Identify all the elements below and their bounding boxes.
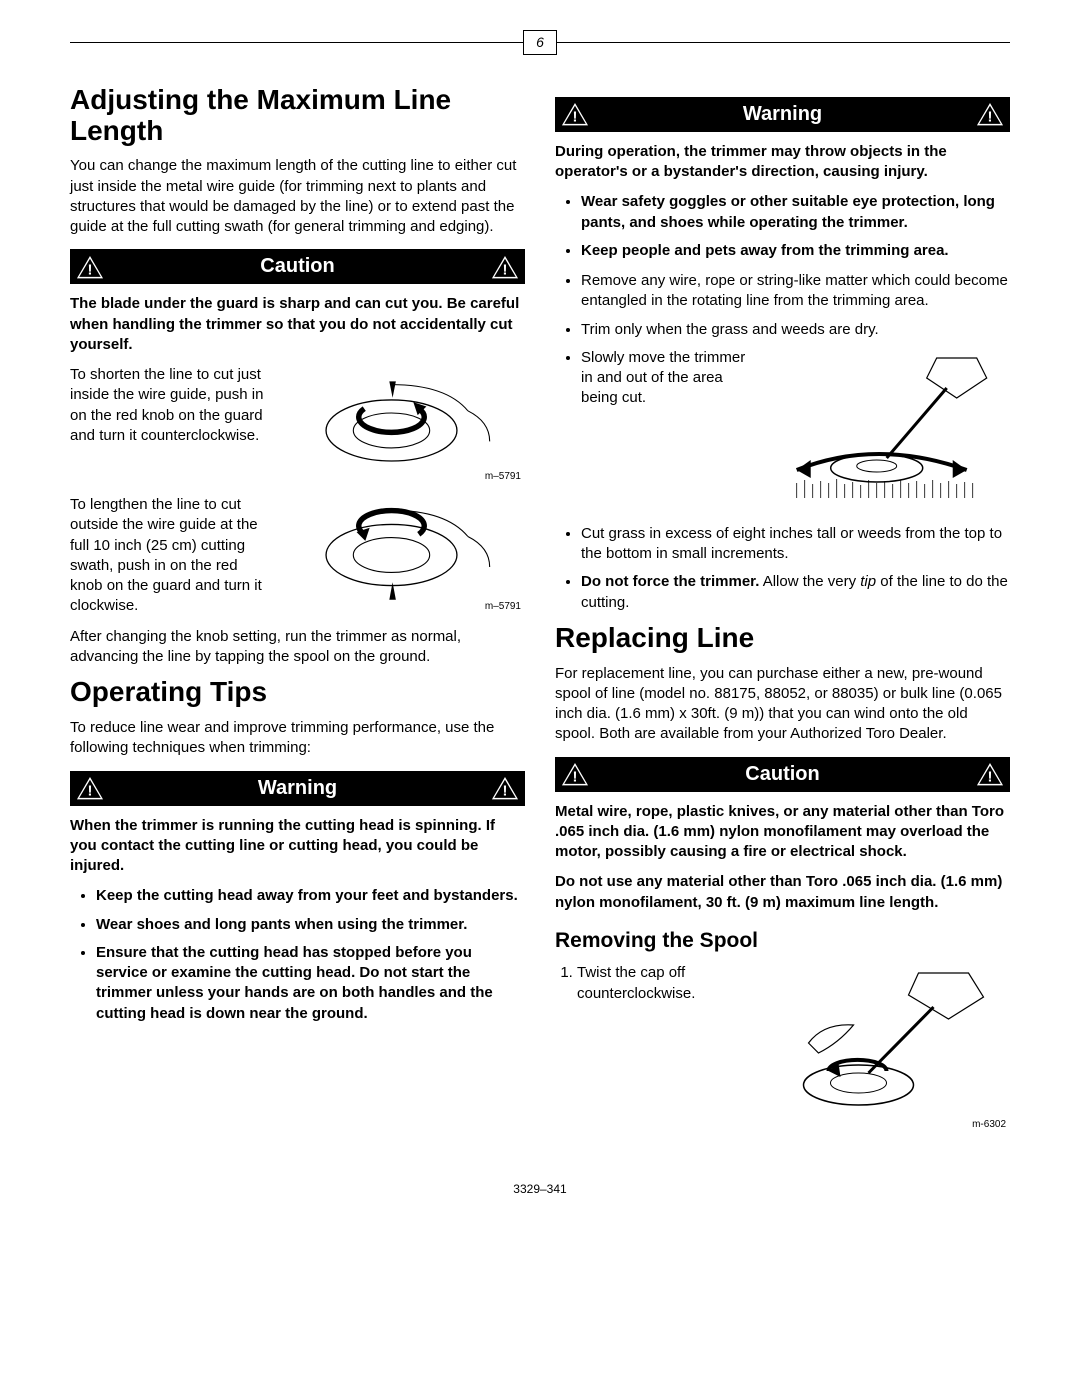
warning-intro-2: During operation, the trimmer may throw …: [555, 142, 1010, 183]
header-rule-right: [557, 42, 1010, 43]
caution-box-1: ! Caution !: [70, 249, 525, 284]
warning-triangle-icon: !: [561, 102, 589, 126]
replacing-intro: For replacement line, you can purchase e…: [555, 664, 1010, 745]
heading-replacing-line: Replacing Line: [555, 623, 1010, 654]
warning-box-2: ! Warning !: [555, 97, 1010, 132]
warning-title: Warning: [104, 775, 491, 802]
heading-operating-tips: Operating Tips: [70, 677, 525, 708]
tip-bold: Do not force the trimmer.: [581, 573, 759, 590]
warning-triangle-icon: !: [561, 762, 589, 786]
caution-text-2b: Do not use any material other than Toro …: [555, 872, 1010, 913]
warning-box-1: ! Warning !: [70, 771, 525, 806]
tip-item: Slowly move the trimmer in and out of th…: [581, 348, 1010, 516]
figure-caption: m–5791: [485, 600, 521, 614]
warning-intro-1: When the trimmer is running the cutting …: [70, 816, 525, 877]
warn-bullet: Keep people and pets away from the trimm…: [581, 241, 1010, 261]
warning-triangle-icon: !: [976, 762, 1004, 786]
warning-triangle-icon: !: [76, 255, 104, 279]
warning-triangle-icon: !: [976, 102, 1004, 126]
heading-removing-spool: Removing the Spool: [555, 927, 1010, 955]
shorten-text: To shorten the line to cut just inside t…: [70, 365, 270, 446]
caution-box-2: ! Caution !: [555, 757, 1010, 792]
tip-italic: tip: [860, 573, 876, 590]
left-column: Adjusting the Maximum Line Length You ca…: [70, 85, 525, 1141]
tip-item: Trim only when the grass and weeds are d…: [581, 320, 1010, 340]
figure-lengthen: m–5791: [280, 495, 525, 615]
warning-triangle-icon: !: [76, 776, 104, 800]
footer-id: 3329–341: [70, 1181, 1010, 1197]
operating-intro: To reduce line wear and improve trimming…: [70, 718, 525, 759]
adjusting-intro: You can change the maximum length of the…: [70, 156, 525, 237]
svg-text:!: !: [88, 262, 93, 279]
figure-caption: m–5791: [485, 470, 521, 484]
tip-item: Remove any wire, rope or string-like mat…: [581, 271, 1010, 312]
tip-text: Slowly move the trimmer in and out of th…: [581, 348, 753, 409]
step-1: Twist the cap off counterclockwise.: [577, 963, 737, 1004]
lengthen-text: To lengthen the line to cut outside the …: [70, 495, 270, 617]
caution-text-1: The blade under the guard is sharp and c…: [70, 294, 525, 355]
figure-caption: m-6302: [972, 1118, 1006, 1132]
svg-text:!: !: [988, 769, 993, 786]
svg-text:!: !: [503, 262, 508, 279]
figure-remove-spool: m-6302: [747, 963, 1010, 1133]
warning-triangle-icon: !: [491, 776, 519, 800]
warn-bullet: Wear safety goggles or other suitable ey…: [581, 192, 1010, 233]
tip-text: Allow the very: [759, 573, 860, 590]
heading-adjusting: Adjusting the Maximum Line Length: [70, 85, 525, 147]
tip-item: Cut grass in excess of eight inches tall…: [581, 524, 1010, 565]
caution-text-2a: Metal wire, rope, plastic knives, or any…: [555, 802, 1010, 863]
warn-bullet: Wear shoes and long pants when using the…: [96, 915, 525, 935]
right-column: ! Warning ! During operation, the trimme…: [555, 85, 1010, 1141]
warn-bullet: Keep the cutting head away from your fee…: [96, 886, 525, 906]
figure-trimmer-sweep: [763, 348, 1010, 508]
svg-text:!: !: [988, 109, 993, 126]
warning-title: Warning: [589, 101, 976, 128]
page-header: 6: [70, 30, 1010, 55]
caution-title: Caution: [104, 253, 491, 280]
svg-text:!: !: [503, 783, 508, 800]
warn-bullet: Ensure that the cutting head has stopped…: [96, 943, 525, 1024]
header-rule-left: [70, 42, 523, 43]
svg-text:!: !: [573, 109, 578, 126]
figure-shorten: m–5791: [280, 365, 525, 485]
after-knob-text: After changing the knob setting, run the…: [70, 627, 525, 668]
page-number: 6: [523, 30, 557, 55]
svg-text:!: !: [573, 769, 578, 786]
tip-item: Do not force the trimmer. Allow the very…: [581, 572, 1010, 613]
svg-text:!: !: [88, 783, 93, 800]
caution-title: Caution: [589, 761, 976, 788]
warning-triangle-icon: !: [491, 255, 519, 279]
